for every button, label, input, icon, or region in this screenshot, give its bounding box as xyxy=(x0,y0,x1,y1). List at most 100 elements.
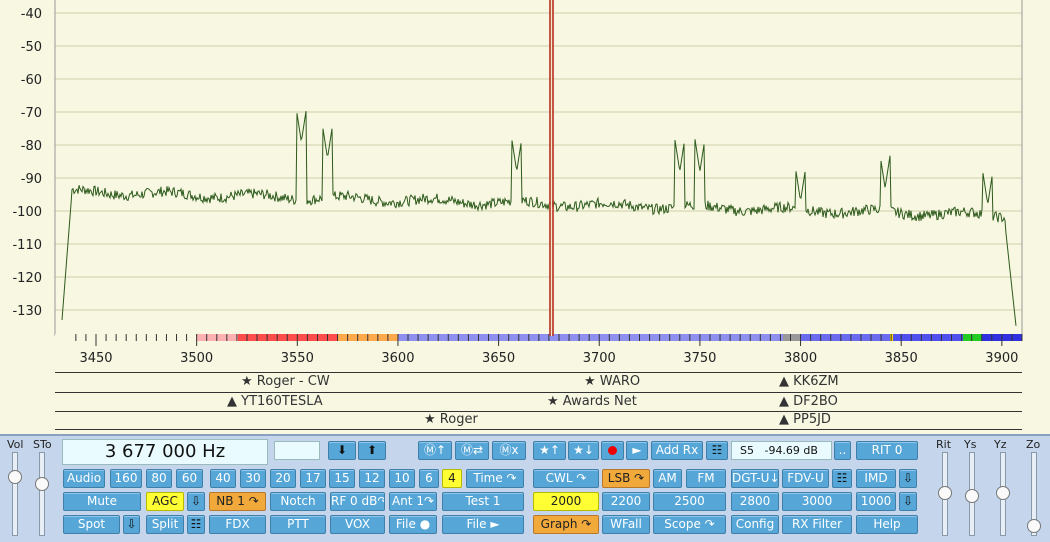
vox-button[interactable]: VOX xyxy=(330,515,385,534)
dgt-u-mode-button[interactable]: DGT-U↓ xyxy=(731,469,779,488)
filter-3000-button[interactable]: 3000 xyxy=(782,492,852,511)
zo-slider-knob[interactable] xyxy=(1027,519,1041,533)
rit-slider-knob[interactable] xyxy=(938,486,952,500)
frequency-display[interactable]: 3 677 000 Hz xyxy=(62,439,268,465)
yz-slider-knob[interactable] xyxy=(996,486,1010,500)
tune-down-button[interactable]: ⬇ xyxy=(328,441,356,460)
band-4-button[interactable]: 4 xyxy=(442,469,462,488)
station-awards-net[interactable]: ★ Awards Net xyxy=(547,394,637,409)
rit-button[interactable]: RIT 0 xyxy=(856,441,918,460)
cwl-mode-button[interactable]: CWL ↷ xyxy=(533,469,599,488)
am-mode-button[interactable]: AM xyxy=(653,469,682,488)
zo-slider[interactable] xyxy=(1031,452,1037,536)
y-tick-label: -40 xyxy=(21,7,42,22)
band-40-button[interactable]: 40 xyxy=(210,469,236,488)
scope-button[interactable]: Scope ↷ xyxy=(653,515,726,534)
sto-slider-knob[interactable] xyxy=(35,477,49,491)
band-60-button[interactable]: 60 xyxy=(176,469,203,488)
imd-button[interactable]: IMD xyxy=(856,469,896,488)
band-segment xyxy=(55,334,196,341)
filter-2200-button[interactable]: 2200 xyxy=(602,492,650,511)
band-80-button[interactable]: 80 xyxy=(146,469,172,488)
band-160-button[interactable]: 160 xyxy=(110,469,142,488)
station-waro[interactable]: ★ WARO xyxy=(584,374,641,389)
test1-button[interactable]: Test 1 xyxy=(442,492,524,511)
split-button[interactable]: Split xyxy=(146,515,184,534)
time-button[interactable]: Time ↷ xyxy=(466,469,524,488)
fm-mode-button[interactable]: FM xyxy=(686,469,726,488)
band-10-button[interactable]: 10 xyxy=(389,469,415,488)
sto-slider[interactable] xyxy=(39,452,45,536)
filter-2800-button[interactable]: 2800 xyxy=(731,492,779,511)
mode-menu-icon[interactable]: ☷ xyxy=(832,469,852,488)
spot-download-icon[interactable]: ⇩ xyxy=(123,515,140,534)
y-axis-labels: -40 -50 -60 -70 -80 -90 -100 -110 -120 -130 xyxy=(12,7,42,319)
ptt-button[interactable]: PTT xyxy=(270,515,326,534)
frequency-entry-field[interactable] xyxy=(274,441,320,460)
rx-filter-button[interactable]: RX Filter xyxy=(782,515,852,534)
band-17-button[interactable]: 17 xyxy=(300,469,326,488)
station-list: ★ Roger - CW ★ WARO ▲ KK6ZM ▲ YT160TESLA… xyxy=(0,372,1050,434)
spectrum-grid xyxy=(54,0,1023,336)
y-tick-label: -90 xyxy=(21,172,42,187)
station-yt160tesla[interactable]: ▲ YT160TESLA xyxy=(227,394,323,409)
split-menu-icon[interactable]: ☷ xyxy=(187,515,205,534)
vol-slider[interactable] xyxy=(12,452,18,536)
nb1-button[interactable]: NB 1 ↷ xyxy=(209,492,266,511)
vol-label: Vol xyxy=(7,438,24,451)
antenna-button[interactable]: Ant 1↷ xyxy=(389,492,437,511)
grid-menu-icon[interactable]: ☷ xyxy=(706,441,728,460)
station-roger-cw[interactable]: ★ Roger - CW xyxy=(241,374,330,389)
filter-download-icon[interactable]: ⇩ xyxy=(899,492,917,511)
file-play-button[interactable]: File ► xyxy=(442,515,524,534)
graph-button[interactable]: Graph ↷ xyxy=(533,515,599,534)
add-rx-button[interactable]: Add Rx xyxy=(651,441,703,460)
mute-button[interactable]: Mute xyxy=(63,492,141,511)
fdv-u-mode-button[interactable]: FDV-U xyxy=(782,469,829,488)
band-segment xyxy=(963,334,982,341)
station-pp5jd[interactable]: ▲ PP5JD xyxy=(779,412,831,427)
agc-button[interactable]: AGC xyxy=(146,492,184,511)
x-tick-label: 3500 xyxy=(180,351,213,366)
memory-up-button[interactable]: Ⓜ↑ xyxy=(418,441,452,460)
help-button[interactable]: Help xyxy=(856,515,918,534)
band-20-button[interactable]: 20 xyxy=(270,469,296,488)
fdx-button[interactable]: FDX xyxy=(209,515,266,534)
station-kk6zm[interactable]: ▲ KK6ZM xyxy=(779,374,839,389)
x-tick-label: 3650 xyxy=(482,351,515,366)
config-button[interactable]: Config xyxy=(731,515,779,534)
band-15-button[interactable]: 15 xyxy=(329,469,355,488)
spectrum-graph[interactable]: -40-50-60-70-80-90-100-110-120-130 3450 3… xyxy=(0,0,1050,372)
star-down-button[interactable]: ★↓ xyxy=(568,441,599,460)
rf-gain-button[interactable]: RF 0 dB↷ xyxy=(330,492,385,511)
vol-slider-knob[interactable] xyxy=(8,470,22,484)
record-button[interactable] xyxy=(601,441,624,460)
x-tick-label: 3550 xyxy=(281,351,314,366)
audio-button[interactable]: Audio xyxy=(63,469,105,488)
station-df2bo[interactable]: ▲ DF2BO xyxy=(779,394,838,409)
filter-1000-button[interactable]: 1000 xyxy=(856,492,896,511)
filter-2500-button[interactable]: 2500 xyxy=(653,492,726,511)
imd-download-icon[interactable]: ⇩ xyxy=(899,469,917,488)
ys-slider-knob[interactable] xyxy=(965,489,979,503)
x-tick-label: 3450 xyxy=(79,351,112,366)
filter-2000-button[interactable]: 2000 xyxy=(533,492,599,511)
yz-label: Yz xyxy=(994,438,1007,451)
station-roger[interactable]: ★ Roger xyxy=(424,412,478,427)
band-12-button[interactable]: 12 xyxy=(359,469,385,488)
band-6-button[interactable]: 6 xyxy=(419,469,439,488)
agc-download-icon[interactable]: ⇩ xyxy=(187,492,205,511)
spot-button[interactable]: Spot xyxy=(63,515,120,534)
spectrum-trace xyxy=(61,111,1017,326)
lsb-mode-button[interactable]: LSB ↷ xyxy=(602,469,650,488)
memory-swap-button[interactable]: Ⓜ⇄ xyxy=(455,441,489,460)
star-up-button[interactable]: ★↑ xyxy=(533,441,566,460)
memory-clear-button[interactable]: Ⓜx xyxy=(492,441,526,460)
notch-button[interactable]: Notch xyxy=(270,492,326,511)
band-30-button[interactable]: 30 xyxy=(240,469,266,488)
tune-up-button[interactable]: ⬆ xyxy=(358,441,386,460)
file-record-button[interactable]: File ● xyxy=(389,515,437,534)
smeter-options-button[interactable]: .. xyxy=(834,441,851,460)
waterfall-button[interactable]: WFall xyxy=(602,515,650,534)
play-button[interactable]: ► xyxy=(626,441,648,460)
